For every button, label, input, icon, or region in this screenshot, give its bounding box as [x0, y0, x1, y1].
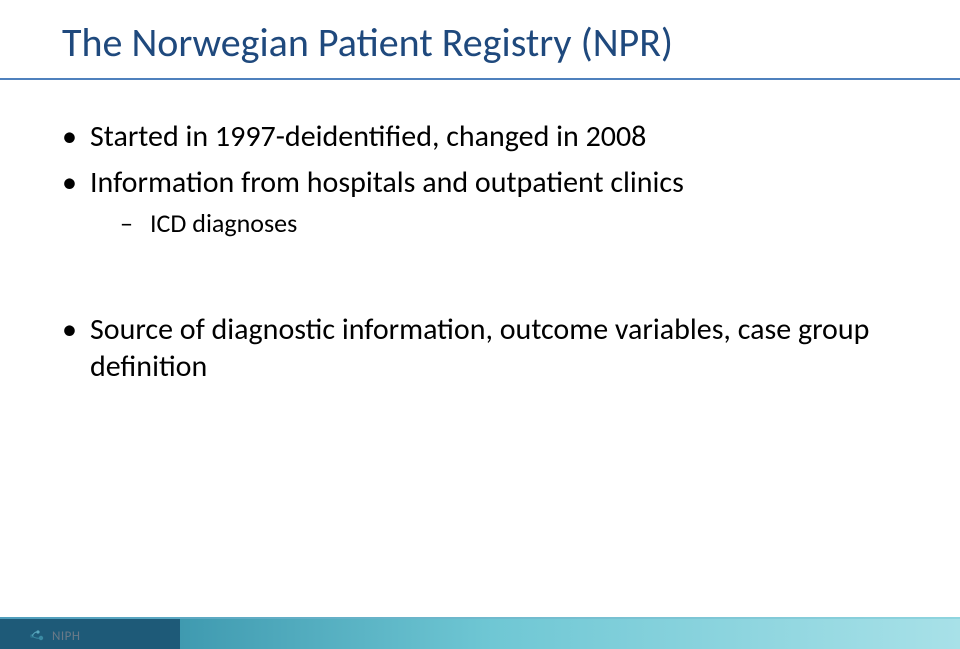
bullet-text: Source of diagnostic information, outcom… [90, 311, 869, 386]
sub-bullet-item: ICD diagnoses [120, 207, 900, 241]
niph-logo-label: NIPH [52, 629, 80, 644]
bullet-item: Source of diagnostic information, outcom… [62, 311, 900, 386]
bullet-text: Information from hospitals and outpatien… [90, 164, 684, 201]
bullet-item: Information from hospitals and outpatien… [62, 164, 900, 241]
niph-logo-icon [28, 627, 46, 645]
bullet-text: Started in 1997-deidentified, changed in… [90, 118, 646, 155]
slide-content: Started in 1997-deidentified, changed in… [62, 118, 900, 394]
sub-bullet-text: ICD diagnoses [150, 207, 297, 239]
slide-title: The Norwegian Patient Registry (NPR) [62, 20, 920, 66]
footer-dark-block [0, 619, 180, 649]
footer-gradient-block [180, 619, 960, 649]
niph-logo: NIPH [28, 627, 80, 645]
slide: { "title": "The Norwegian Patient Regist… [0, 0, 960, 649]
footer: NIPH [0, 609, 960, 649]
bullet-item: Started in 1997-deidentified, changed in… [62, 118, 900, 156]
title-underline [0, 78, 960, 80]
